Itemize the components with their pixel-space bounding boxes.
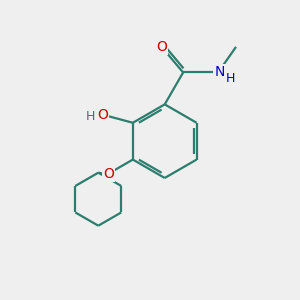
- Text: H: H: [85, 110, 95, 123]
- Text: O: O: [156, 40, 167, 54]
- Text: O: O: [103, 167, 114, 181]
- Text: N: N: [214, 65, 225, 80]
- Text: O: O: [97, 108, 108, 122]
- Text: H: H: [226, 73, 235, 85]
